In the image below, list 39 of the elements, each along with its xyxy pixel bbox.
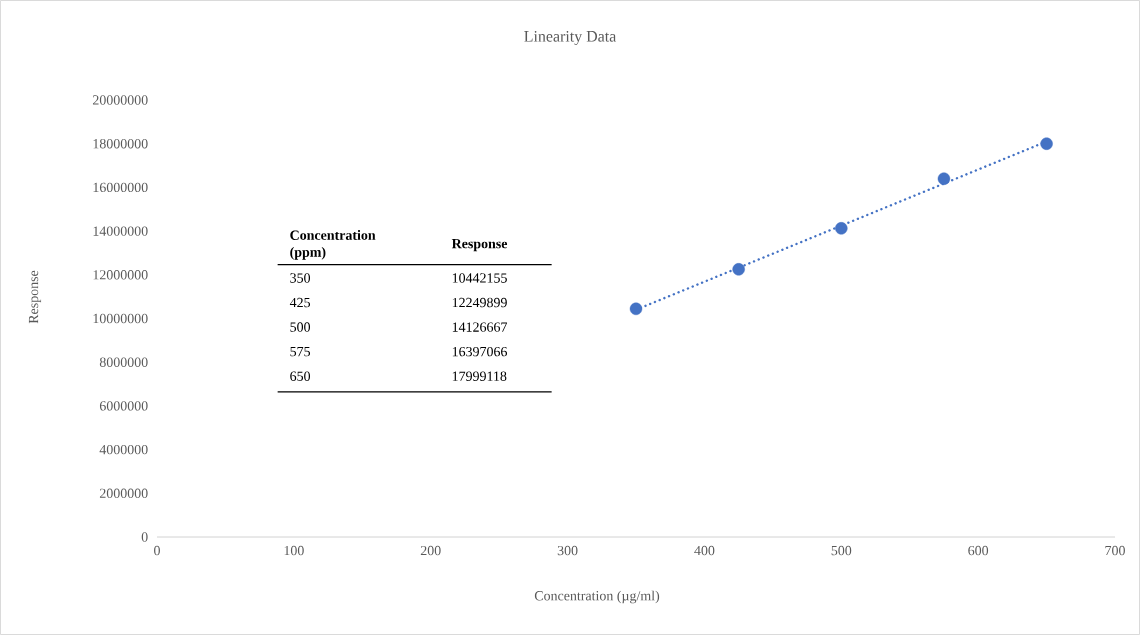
annotation: 350 xyxy=(290,273,311,283)
annotation: 17999118 xyxy=(452,371,507,381)
annotation: Response xyxy=(451,239,508,252)
y-tick-label: 18000000 xyxy=(93,138,148,149)
annotation: 500 xyxy=(290,322,311,332)
x-axis-title: Concentration (µg/ml) xyxy=(534,590,660,604)
point xyxy=(1040,137,1053,150)
x-tick-label: 700 xyxy=(1105,545,1125,556)
y-tick-label: 8000000 xyxy=(99,357,148,367)
y-tick-label: 10000000 xyxy=(93,313,148,324)
annotation: 575 xyxy=(290,347,311,357)
point xyxy=(835,222,848,235)
point xyxy=(629,302,643,316)
annotation: 10442155 xyxy=(452,273,507,283)
x-tick-label: 200 xyxy=(420,545,441,556)
y-tick-label: 6000000 xyxy=(99,401,148,411)
point xyxy=(732,263,745,276)
x-tick-label: 500 xyxy=(831,545,852,556)
annotation: 650 xyxy=(290,371,311,381)
y-tick-label: 4000000 xyxy=(99,444,148,455)
chart-title: Linearity Data xyxy=(524,31,617,45)
y-axis-title: Response xyxy=(28,270,42,324)
annotation: 16397066 xyxy=(452,346,508,357)
y-tick-label: 14000000 xyxy=(93,226,148,236)
y-tick-label: 2000000 xyxy=(99,488,148,499)
y-tick-label: 0 xyxy=(141,532,148,542)
annotation: 425 xyxy=(289,297,311,308)
x-tick-label: 400 xyxy=(694,545,715,556)
annotation: 12249899 xyxy=(452,297,507,308)
annotation: 14126667 xyxy=(452,322,508,332)
y-tick-label: 16000000 xyxy=(93,182,148,193)
point xyxy=(937,172,951,185)
annotation: Concentration (ppm) xyxy=(290,230,376,260)
x-tick-label: 300 xyxy=(557,545,578,556)
y-tick-label: 20000000 xyxy=(92,95,148,105)
x-tick-label: 100 xyxy=(284,545,304,556)
y-tick-label: 12000000 xyxy=(93,270,148,280)
x-tick-label: 0 xyxy=(154,545,160,556)
x-tick-label: 600 xyxy=(968,545,989,556)
